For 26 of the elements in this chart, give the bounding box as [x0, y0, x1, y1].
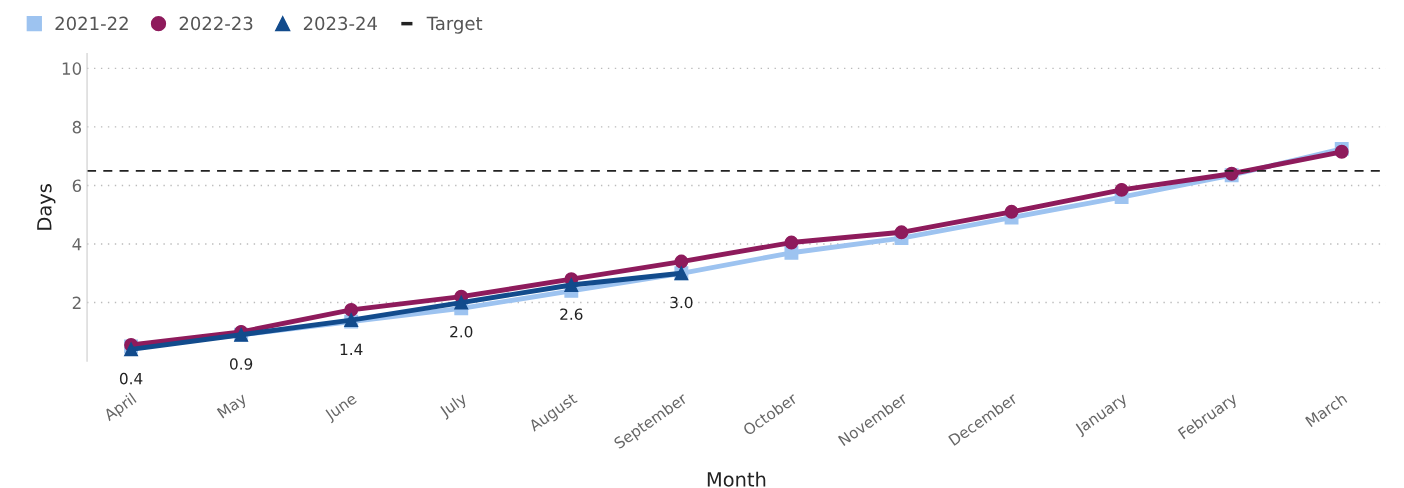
- y-tick-label: 8: [72, 120, 82, 134]
- point: [894, 225, 909, 240]
- legend-label: Target: [426, 16, 483, 34]
- point: [1114, 182, 1129, 197]
- data-label: 0.4: [119, 372, 143, 385]
- data-label: 0.9: [229, 358, 253, 370]
- point: [454, 295, 469, 310]
- data-label: 2.0: [450, 325, 473, 338]
- point: [564, 278, 579, 292]
- y-tick-label: 6: [72, 179, 82, 193]
- legend-label: 2022-23: [179, 16, 253, 31]
- y-tick-label: 10: [62, 62, 82, 75]
- point: [784, 235, 799, 250]
- point: [1004, 204, 1019, 219]
- point: [344, 302, 359, 317]
- point: [674, 254, 689, 269]
- data-label: 1.4: [340, 343, 363, 355]
- data-label: 3.0: [670, 296, 693, 309]
- y-tick-label: 4: [72, 238, 82, 251]
- x-axis-title: Month: [707, 471, 766, 487]
- x-tick-label: May: [216, 392, 250, 422]
- legend-label: 2021-22: [55, 16, 128, 31]
- y-axis-title: Days: [37, 184, 56, 230]
- legend-label: 2023-24: [303, 16, 377, 31]
- y-tick-label: 2: [72, 296, 81, 309]
- data-label: 2.6: [560, 308, 583, 320]
